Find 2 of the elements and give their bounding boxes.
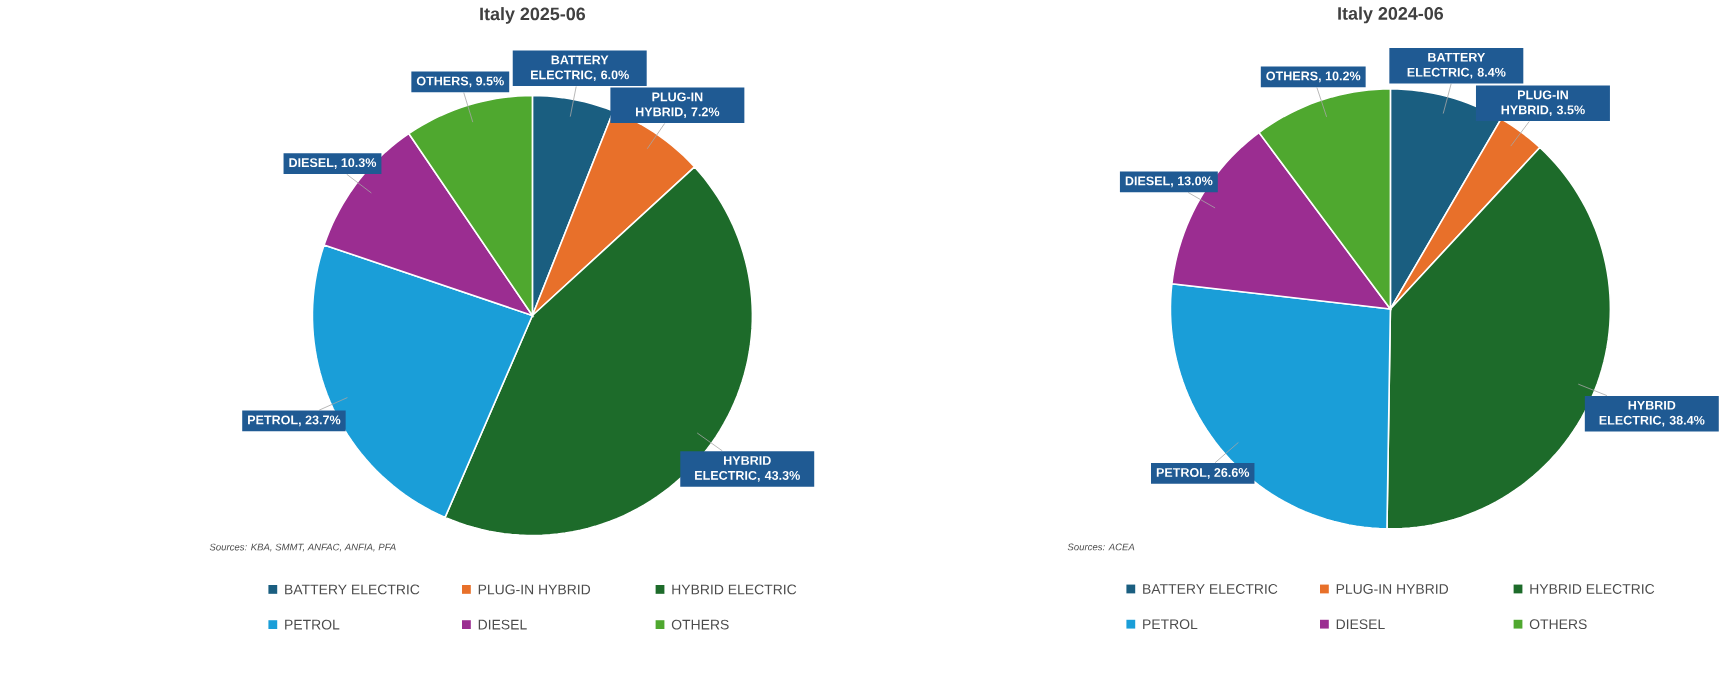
chart-title: Italy 2025-06: [480, 7, 586, 24]
chart-title: Italy 2024-06: [1338, 6, 1444, 24]
